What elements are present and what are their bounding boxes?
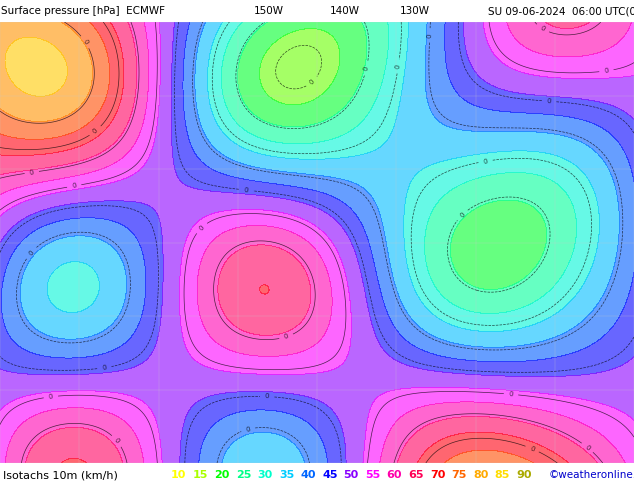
Text: 40: 40 <box>301 470 316 480</box>
Text: ©weatheronline.co.uk: ©weatheronline.co.uk <box>548 470 634 480</box>
Text: 75: 75 <box>451 470 467 480</box>
Text: 20: 20 <box>214 470 230 480</box>
Text: 85: 85 <box>495 470 510 480</box>
Text: 55: 55 <box>365 470 380 480</box>
Text: 25: 25 <box>236 470 251 480</box>
Text: 0: 0 <box>529 445 536 452</box>
Text: 0: 0 <box>539 25 546 32</box>
Text: 0: 0 <box>427 33 433 38</box>
Text: 90: 90 <box>516 470 531 480</box>
Text: Isotachs 10m (km/h): Isotachs 10m (km/h) <box>3 470 118 480</box>
Text: 0: 0 <box>198 224 205 232</box>
Text: 0: 0 <box>29 169 34 176</box>
Text: 0: 0 <box>113 437 120 444</box>
Text: 65: 65 <box>408 470 424 480</box>
Text: 0: 0 <box>72 183 77 189</box>
Text: 0: 0 <box>309 78 316 86</box>
Text: 0: 0 <box>82 39 89 46</box>
Text: 45: 45 <box>322 470 337 480</box>
Text: 150W: 150W <box>254 6 283 16</box>
Text: 0: 0 <box>92 127 99 135</box>
Text: SU 09-06-2024  06:00 UTC(00+198): SU 09-06-2024 06:00 UTC(00+198) <box>488 6 634 16</box>
Text: Surface pressure [hPa]  ECMWF: Surface pressure [hPa] ECMWF <box>1 6 165 16</box>
Text: 0: 0 <box>48 393 53 400</box>
Text: 70: 70 <box>430 470 445 480</box>
Text: 0: 0 <box>547 98 552 104</box>
Text: 50: 50 <box>344 470 359 480</box>
Text: 0: 0 <box>101 365 107 371</box>
Text: 0: 0 <box>283 333 289 341</box>
Text: 30: 30 <box>257 470 273 480</box>
Text: 0: 0 <box>363 66 370 72</box>
Text: 60: 60 <box>387 470 402 480</box>
Text: 0: 0 <box>28 249 35 256</box>
Text: 0: 0 <box>395 64 401 69</box>
Text: 0: 0 <box>584 444 591 451</box>
Text: 0: 0 <box>245 426 251 433</box>
Text: 140W: 140W <box>330 6 359 16</box>
Text: 0: 0 <box>604 68 609 74</box>
Text: 10: 10 <box>171 470 186 480</box>
Text: 0: 0 <box>458 211 466 219</box>
Text: 35: 35 <box>279 470 294 480</box>
Text: 0: 0 <box>483 158 488 165</box>
Text: 0: 0 <box>243 187 249 194</box>
Text: 80: 80 <box>473 470 488 480</box>
Text: 0: 0 <box>508 391 514 397</box>
Text: 15: 15 <box>193 470 208 480</box>
Text: 0: 0 <box>265 393 269 400</box>
Text: 130W: 130W <box>399 6 429 16</box>
